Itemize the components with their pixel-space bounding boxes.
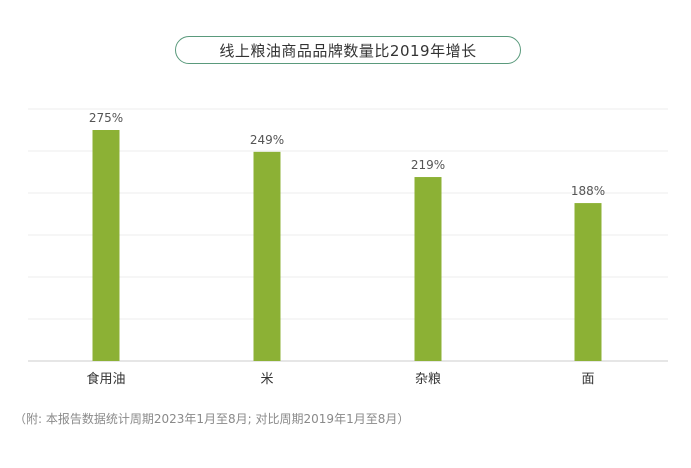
data-label-2: 249% (250, 133, 284, 147)
footnote: （附: 本报告数据统计周期2023年1月至8月; 对比周期2019年1月至8月） (14, 412, 410, 426)
data-label-1: 275% (89, 111, 123, 125)
bar-2 (253, 151, 281, 361)
bar-chart: 275% 食用油 249% 米 219% 杂粮 188% 面 (28, 108, 668, 387)
x-tick-label-2: 米 (260, 372, 273, 387)
bar-4 (574, 203, 602, 361)
x-tick-label-4: 面 (581, 372, 594, 387)
data-label-3: 219% (411, 158, 445, 172)
x-tick-label-3: 杂粮 (415, 372, 441, 387)
x-tick-label-1: 食用油 (86, 371, 125, 387)
bar-3 (414, 177, 442, 361)
data-label-4: 188% (571, 184, 605, 198)
bar-1 (92, 130, 120, 361)
chart-title: 线上粮油商品品牌数量比2019年增长 (175, 36, 521, 64)
